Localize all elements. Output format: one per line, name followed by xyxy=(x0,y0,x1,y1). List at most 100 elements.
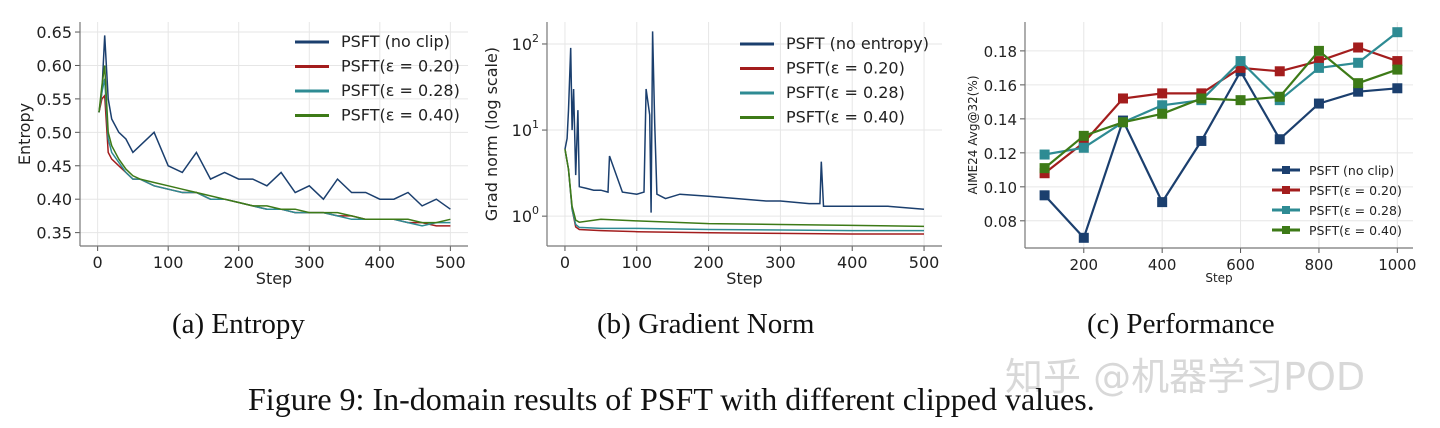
y-tick-label: 0.08 xyxy=(984,213,1017,231)
series-line-1 xyxy=(564,149,924,235)
y-axis-label: Entropy xyxy=(15,103,34,165)
y-tick-label: 0.12 xyxy=(984,145,1017,163)
x-tick-label: 300 xyxy=(765,253,796,272)
x-tick-label: 100 xyxy=(153,253,184,272)
x-tick-label: 500 xyxy=(909,253,940,272)
x-tick-label: 200 xyxy=(693,253,724,272)
data-point xyxy=(1078,142,1089,153)
x-tick-label: 1000 xyxy=(1378,256,1416,274)
x-tick-label: 100 xyxy=(621,253,652,272)
x-tick-label: 400 xyxy=(365,253,396,272)
data-point xyxy=(1078,137,1089,148)
x-tick-label: 800 xyxy=(1305,256,1334,274)
y-tick-label: 0.40 xyxy=(36,190,72,209)
y-tick-label: 0.45 xyxy=(36,157,72,176)
x-tick-label: 400 xyxy=(837,253,868,272)
data-point xyxy=(1392,56,1403,67)
legend-label: PSFT(ε = 0.40) xyxy=(341,106,460,125)
x-tick-label: 200 xyxy=(223,253,254,272)
y-tick-label: 0.18 xyxy=(984,43,1017,61)
y-axis-label: AIME24 Avg@32(%) xyxy=(966,75,980,194)
series-line-3 xyxy=(1043,49,1398,169)
data-point xyxy=(1117,93,1128,104)
data-point xyxy=(1157,88,1168,99)
legend-label: PSFT(ε = 0.28) xyxy=(341,81,460,100)
series-line-0 xyxy=(1043,69,1398,240)
data-point xyxy=(1235,56,1246,67)
caption-b: (b) Gradient Norm xyxy=(597,308,815,340)
series-line-0 xyxy=(564,31,925,213)
data-point xyxy=(1392,27,1403,38)
series-line-3 xyxy=(564,149,925,228)
data-point xyxy=(1196,88,1207,99)
y-tick-label: 0.60 xyxy=(36,56,72,75)
legend-marker xyxy=(1282,226,1290,234)
data-point xyxy=(1078,130,1089,141)
x-axis-label: Step xyxy=(1205,271,1232,285)
y-axis-label: Grad norm (log scale) xyxy=(482,47,501,221)
data-point xyxy=(1313,56,1324,67)
y-tick-label: 0.35 xyxy=(36,224,72,243)
data-point xyxy=(1353,86,1364,97)
x-tick-label: 600 xyxy=(1226,256,1255,274)
data-point xyxy=(1117,117,1128,128)
x-tick-label: 400 xyxy=(1148,256,1177,274)
series-line-0 xyxy=(98,35,451,210)
data-point xyxy=(1313,45,1324,56)
y-tick-label: 0.50 xyxy=(36,123,72,142)
series-line-3 xyxy=(98,65,451,224)
legend-label: PSFT(ε = 0.40) xyxy=(786,108,905,127)
y-tick-label: 102 xyxy=(512,32,539,54)
data-point xyxy=(1196,93,1207,104)
data-point xyxy=(1392,64,1403,75)
data-point xyxy=(1235,95,1246,106)
x-tick-label: 200 xyxy=(1069,256,1098,274)
caption-a: (a) Entropy xyxy=(172,308,305,340)
series-line-2 xyxy=(98,78,451,227)
y-tick-label: 0.55 xyxy=(36,90,72,109)
chart-2: 200 400 600 800 1000 0.08 0.10 0.12 0.14 0.16 0.18… xyxy=(966,22,1416,285)
legend-marker xyxy=(1282,206,1290,214)
series-line-2 xyxy=(1044,31,1398,156)
chart-0: 0 100 200 300 400 500 0.35 0.40 0.45 0.50 0.55 0.60… xyxy=(15,22,468,288)
data-point xyxy=(1157,108,1168,119)
legend-label: PSFT(ε = 0.40) xyxy=(1309,223,1402,238)
y-tick-label: 101 xyxy=(512,118,539,140)
data-point xyxy=(1235,62,1246,73)
data-point xyxy=(1039,149,1050,160)
x-tick-label: 500 xyxy=(435,253,466,272)
legend-label: PSFT (no clip) xyxy=(1309,163,1394,178)
legend-marker xyxy=(1282,166,1290,174)
data-point xyxy=(1274,91,1285,102)
data-point xyxy=(1353,42,1364,53)
data-point xyxy=(1353,78,1364,89)
legend-marker xyxy=(1282,186,1290,194)
y-tick-label: 0.14 xyxy=(984,111,1017,129)
legend-label: PSFT(ε = 0.28) xyxy=(786,83,905,102)
legend-label: PSFT(ε = 0.20) xyxy=(341,57,460,76)
x-tick-label: 0 xyxy=(93,253,103,272)
x-tick-label: 0 xyxy=(560,253,570,272)
y-tick-label: 0.65 xyxy=(36,23,72,42)
legend-label: PSFT(ε = 0.20) xyxy=(1309,183,1402,198)
legend-label: PSFT (no clip) xyxy=(341,32,450,51)
figure-caption: Figure 9: In-domain results of PSFT with… xyxy=(248,381,1095,417)
data-point xyxy=(1353,57,1364,68)
legend-label: PSFT(ε = 0.28) xyxy=(1309,203,1402,218)
legend-label: PSFT(ε = 0.20) xyxy=(786,59,905,78)
series-line-2 xyxy=(564,149,924,232)
x-tick-label: 300 xyxy=(294,253,325,272)
legend-label: PSFT (no entropy) xyxy=(786,34,929,53)
data-point xyxy=(1313,98,1324,109)
data-point xyxy=(1157,197,1168,208)
x-axis-label: Step xyxy=(726,269,762,288)
watermark: 知乎 @机器学习POD xyxy=(1005,355,1366,399)
y-tick-label: 0.10 xyxy=(984,179,1017,197)
data-point xyxy=(1196,135,1207,146)
data-point xyxy=(1392,83,1403,94)
data-point xyxy=(1274,66,1285,77)
series-line-1 xyxy=(1043,46,1398,175)
caption-c: (c) Performance xyxy=(1087,308,1275,340)
data-point xyxy=(1039,190,1050,201)
